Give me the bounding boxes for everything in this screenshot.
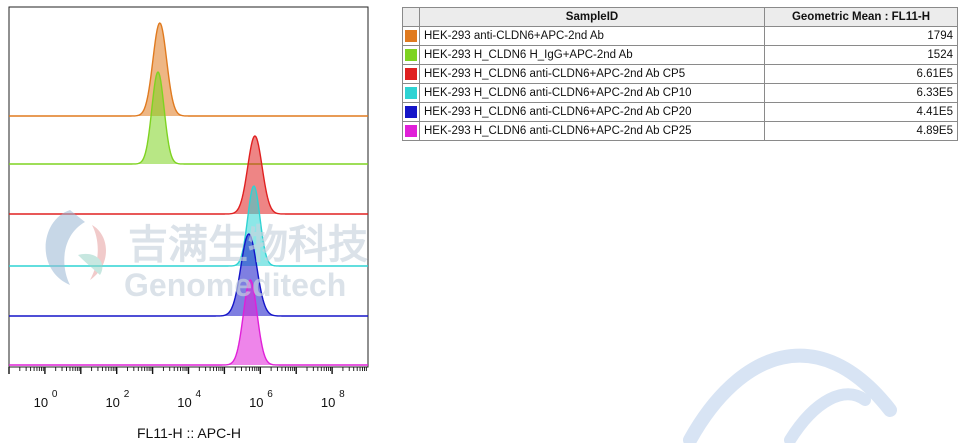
- legend-table: SampleID Geometric Mean : FL11-H HEK-293…: [402, 7, 958, 141]
- legend-header-value: Geometric Mean : FL11-H: [764, 7, 958, 27]
- watermark-en: Genomeditech: [124, 267, 346, 303]
- legend-swatch: [405, 48, 417, 61]
- legend-row: HEK-293 H_CLDN6 anti-CLDN6+APC-2nd Ab CP…: [402, 83, 958, 103]
- histogram-fill: [9, 23, 368, 116]
- legend-row: HEK-293 anti-CLDN6+APC-2nd Ab 1794: [402, 26, 958, 46]
- x-tick-label: 10: [177, 395, 191, 410]
- x-axis-label: FL11-H :: APC-H: [137, 425, 241, 441]
- histogram-plot: 吉满生物科技 Genomeditech 10 0 10 2 10 4 10 6 10 8 FL11…: [8, 6, 369, 441]
- histogram-fill: [9, 72, 368, 164]
- x-axis: 10 0 10 2 10 4 10 6 10 8: [8, 367, 367, 410]
- legend-swatch: [405, 86, 417, 99]
- legend-row: HEK-293 H_CLDN6 anti-CLDN6+APC-2nd Ab CP…: [402, 121, 958, 141]
- x-tick-label: 10: [321, 395, 335, 410]
- legend-swatch: [405, 29, 417, 42]
- watermark-arc-icon: [683, 348, 897, 443]
- x-tick-exponent: 6: [267, 389, 273, 400]
- legend-geometric-mean: 1794: [764, 26, 958, 46]
- histogram-fill: [9, 136, 368, 214]
- legend-geometric-mean: 4.41E5: [764, 102, 958, 122]
- x-tick-exponent: 4: [196, 389, 202, 400]
- histogram-line: [9, 279, 368, 366]
- legend-sample-id: HEK-293 H_CLDN6 anti-CLDN6+APC-2nd Ab CP…: [419, 83, 765, 103]
- legend-geometric-mean: 1524: [764, 45, 958, 65]
- x-tick-exponent: 2: [124, 389, 130, 400]
- histogram-line: [9, 70, 368, 165]
- legend-sample-id: HEK-293 H_CLDN6 anti-CLDN6+APC-2nd Ab CP…: [419, 64, 765, 84]
- plot-frame: [8, 6, 369, 368]
- x-tick-label: 10: [249, 395, 263, 410]
- legend-row: HEK-293 H_CLDN6 anti-CLDN6+APC-2nd Ab CP…: [402, 64, 958, 84]
- legend-header-row: SampleID Geometric Mean : FL11-H: [402, 7, 958, 27]
- legend-header-swatch: [402, 7, 420, 27]
- x-tick-exponent: 0: [52, 389, 58, 400]
- legend-geometric-mean: 4.89E5: [764, 121, 958, 141]
- watermark-cn: 吉满生物科技: [128, 222, 368, 268]
- histogram-line: [9, 185, 368, 267]
- x-tick-label: 10: [34, 395, 48, 410]
- legend-swatch: [405, 67, 417, 80]
- legend-swatch: [405, 124, 417, 137]
- legend-geometric-mean: 6.61E5: [764, 64, 958, 84]
- histogram-line: [9, 233, 368, 317]
- histogram-line: [9, 135, 368, 215]
- legend-sample-id: HEK-293 H_CLDN6 anti-CLDN6+APC-2nd Ab CP…: [419, 102, 765, 122]
- legend-header-sample: SampleID: [419, 7, 765, 27]
- legend-row: HEK-293 H_CLDN6 anti-CLDN6+APC-2nd Ab CP…: [402, 102, 958, 122]
- series-layer: [9, 22, 368, 366]
- histogram-line: [9, 22, 368, 117]
- legend-swatch: [405, 105, 417, 118]
- watermark: 吉满生物科技 Genomeditech: [45, 210, 368, 303]
- x-tick-label: 10: [105, 395, 119, 410]
- legend-row: HEK-293 H_CLDN6 H_IgG+APC-2nd Ab 1524: [402, 45, 958, 65]
- legend-sample-id: HEK-293 H_CLDN6 anti-CLDN6+APC-2nd Ab CP…: [419, 121, 765, 141]
- x-tick-exponent: 8: [339, 389, 345, 400]
- watermark-logo-icon: [45, 210, 106, 285]
- legend-sample-id: HEK-293 anti-CLDN6+APC-2nd Ab: [419, 26, 765, 46]
- legend-geometric-mean: 6.33E5: [764, 83, 958, 103]
- legend-sample-id: HEK-293 H_CLDN6 H_IgG+APC-2nd Ab: [419, 45, 765, 65]
